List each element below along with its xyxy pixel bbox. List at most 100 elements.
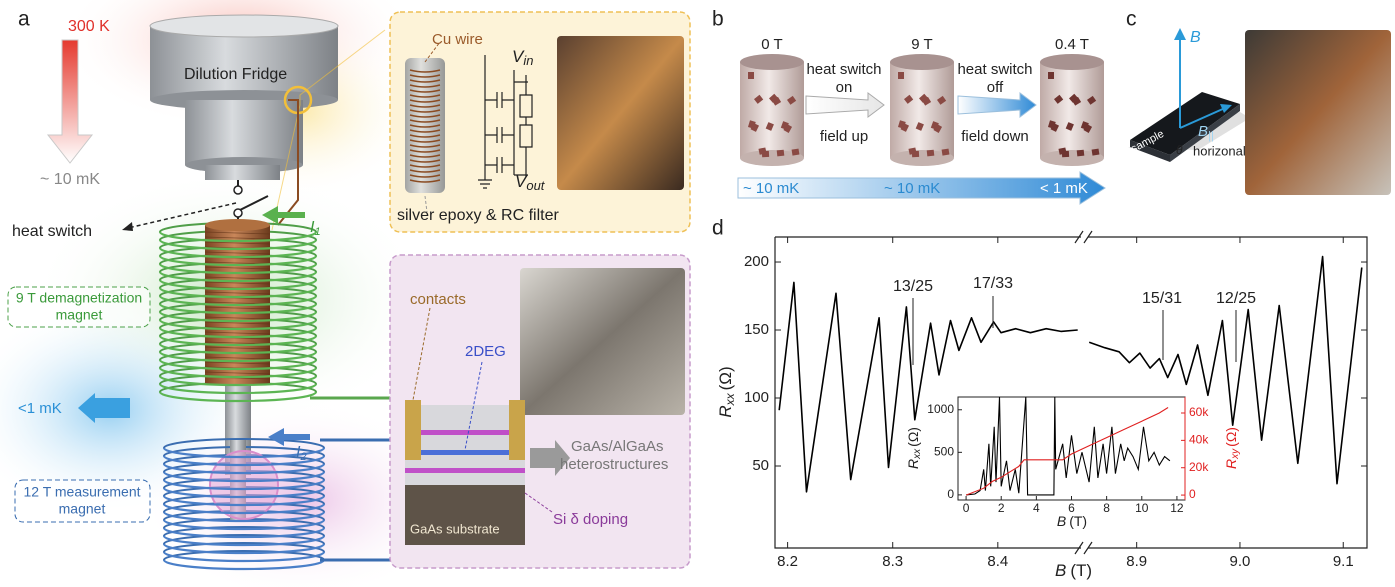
y-tick-label: 150	[744, 321, 769, 338]
annotation: 15/31	[1142, 290, 1182, 307]
subscript: out	[526, 178, 545, 193]
subscript: xx	[723, 392, 737, 406]
angle-label: θ	[1176, 143, 1183, 157]
inset-y-tick-label: 1000	[927, 402, 954, 416]
inset-y2-tick-label: 20k	[1189, 460, 1209, 474]
x-tick-label: 8.9	[1126, 553, 1147, 570]
spin	[1092, 149, 1100, 156]
spin	[792, 149, 800, 156]
heat-switch-label: heat switch	[12, 223, 92, 240]
stage-label: 9 T	[911, 36, 932, 53]
inset-x-tick-label: 12	[1170, 501, 1184, 515]
substrate-label: GaAs substrate	[410, 521, 500, 536]
step-label: on	[836, 79, 853, 96]
stage-label: 0 T	[761, 36, 782, 53]
measure-label: magnet	[59, 501, 106, 517]
contact	[405, 400, 421, 460]
photo-rotator	[1245, 30, 1391, 195]
inset-x-tick-label: 8	[1103, 501, 1110, 515]
stage-label: 0.4 T	[1055, 36, 1089, 53]
wiring-caption: silver epoxy & RC filter	[397, 207, 559, 224]
step-arrow	[806, 93, 884, 117]
cu-wire-label: Cu wire	[432, 31, 483, 48]
2deg-layer	[405, 450, 525, 455]
step-label: field down	[961, 128, 1029, 145]
arrowhead	[1174, 28, 1186, 40]
panel-label: b	[712, 8, 724, 31]
inset-x-tick-label: 10	[1135, 501, 1149, 515]
temp-top: 300 K	[68, 18, 110, 35]
subscript: in	[523, 53, 533, 68]
temperature-label: <1 mK	[18, 400, 62, 417]
temp-bottom: ~ 10 mK	[40, 171, 100, 188]
x-tick-label: 8.2	[777, 553, 798, 570]
switch-contact	[234, 186, 242, 194]
panel-label: c	[1126, 8, 1137, 31]
y-tick-label: 50	[752, 457, 769, 474]
figure: a 300 K ~ 10 mK Dilution Fridge heat swi…	[0, 0, 1395, 587]
step-arrow	[958, 93, 1036, 117]
hetero-label: GaAs/AlGaAs	[571, 438, 664, 455]
inset-y2-tick-label: 60k	[1189, 405, 1209, 419]
symbol: R	[1223, 459, 1239, 469]
doping-label: Si δ doping	[553, 511, 628, 528]
inset-x-tick-label: 0	[963, 501, 970, 515]
2deg-label: 2DEG	[465, 343, 506, 360]
inset-x-tick-label: 4	[1033, 501, 1040, 515]
panel-b: b 0 T 9 T 0.4 T heat switch on field up …	[712, 8, 1105, 204]
subscript: xy	[1230, 448, 1241, 460]
inset-y-label: Rxx(Ω)	[905, 427, 923, 469]
inset-y2-label: Rxy(Ω)	[1223, 427, 1241, 469]
step-label: heat switch	[806, 61, 881, 78]
inset-y2-tick-label: 0	[1189, 487, 1196, 501]
y-tick-label: 200	[744, 253, 769, 270]
demag-label: magnet	[56, 307, 103, 323]
hetero-label: heterostructures	[560, 456, 668, 473]
spin	[927, 150, 935, 157]
panel-c: c B B|| sample θ horizonal	[1126, 8, 1391, 195]
cylinder-top	[1040, 54, 1104, 70]
spin	[1048, 72, 1054, 79]
panel-a: a 300 K ~ 10 mK Dilution Fridge heat swi…	[0, 0, 690, 587]
symbol: B	[1198, 123, 1208, 140]
x-axis-label: B(T)	[1055, 561, 1092, 580]
unit: (Ω)	[716, 366, 735, 390]
annotation: 13/25	[893, 278, 933, 295]
temperature-label: ~ 10 mK	[884, 180, 940, 197]
spin	[748, 72, 754, 79]
cylinder-top	[740, 54, 804, 70]
panel-label: d	[712, 217, 724, 240]
fridge-stage	[185, 100, 303, 165]
inset-y-tick-label: 0	[947, 487, 954, 501]
inset-x-tick-label: 2	[998, 501, 1005, 515]
unit: (Ω)	[1223, 427, 1239, 447]
paramagnet-top	[205, 219, 270, 231]
temperature-label: ~ 10 mK	[743, 180, 799, 197]
spin	[898, 72, 904, 79]
inset-y2-tick-label: 40k	[1189, 433, 1209, 447]
contacts-label: contacts	[410, 291, 466, 308]
spin	[777, 150, 785, 157]
y-tick-label: 100	[744, 389, 769, 406]
subscript: 1	[314, 226, 320, 238]
photo-fridge	[557, 36, 684, 190]
annotation: 12/25	[1216, 290, 1256, 307]
fridge-lid	[150, 15, 338, 37]
inset-y-tick-label: 500	[934, 445, 954, 459]
measure-label: 12 T measurement	[24, 484, 141, 500]
annotation: 17/33	[973, 275, 1013, 292]
photo-sample	[520, 268, 685, 415]
step-label: off	[987, 79, 1004, 96]
demag-label: 9 T demagnetization	[16, 290, 142, 306]
doping-layer	[405, 430, 525, 435]
symbol: B	[1055, 561, 1066, 580]
symbol: R	[905, 459, 921, 469]
unit: (T)	[1070, 561, 1092, 580]
unit: (Ω)	[905, 427, 921, 447]
subscript: ||	[1208, 130, 1214, 142]
spin	[1077, 150, 1085, 157]
subscript: 2	[299, 451, 306, 463]
horizontal-label: horizonal	[1193, 143, 1246, 158]
axis-break	[1075, 231, 1092, 554]
contact	[509, 400, 525, 460]
